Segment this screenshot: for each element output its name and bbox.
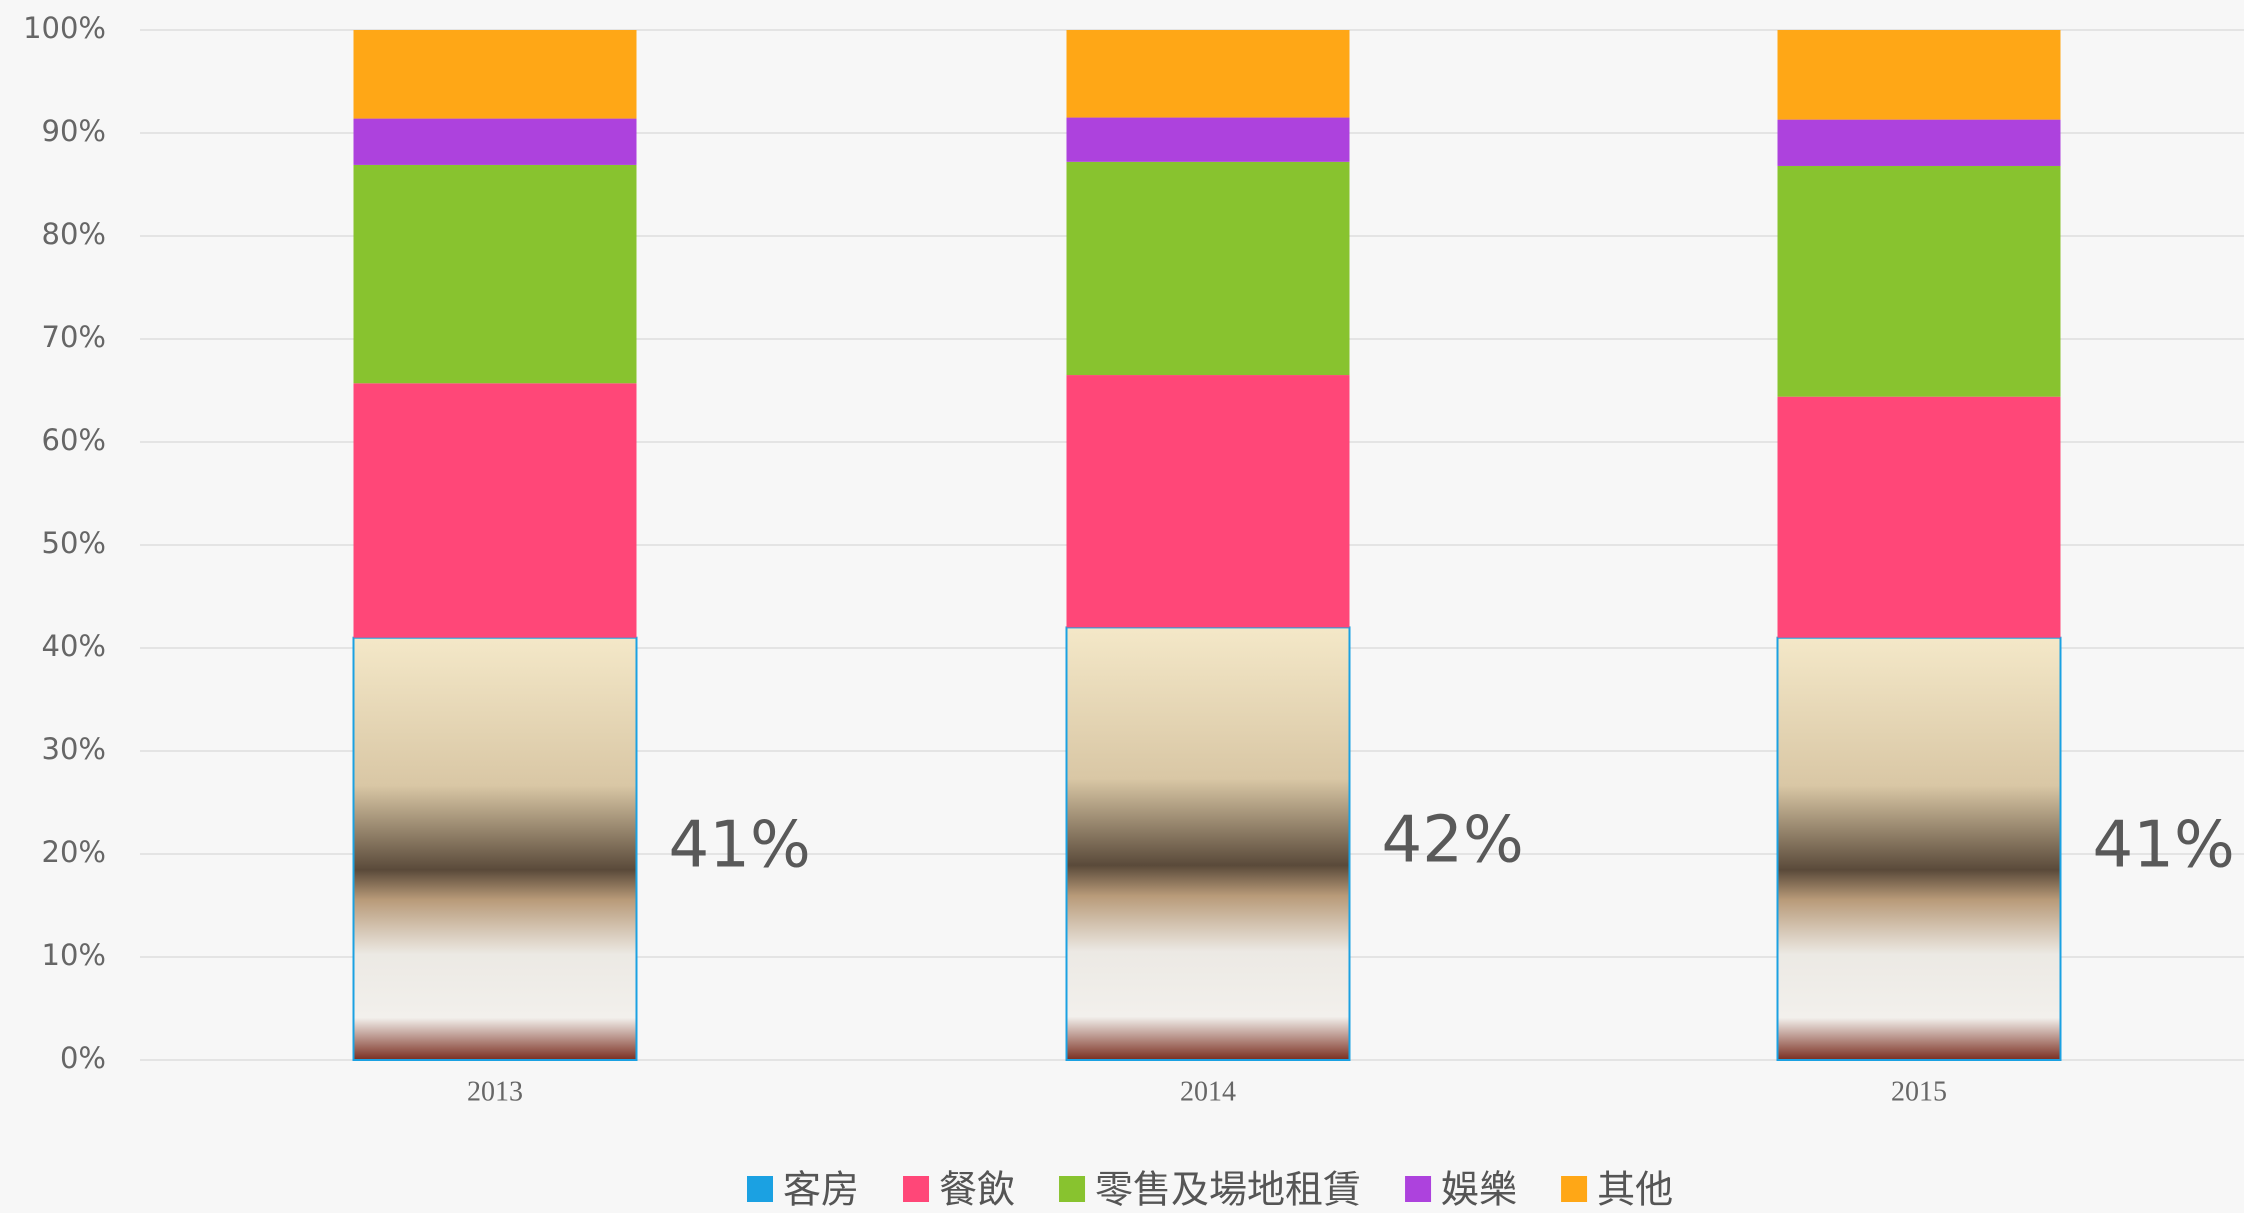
y-tick-label: 20% [42, 835, 106, 869]
y-tick-label: 100% [23, 11, 106, 45]
legend-swatch [1561, 1176, 1587, 1202]
bar-segment [1067, 118, 1350, 162]
x-tick-label: 2015 [1891, 1076, 1947, 1107]
legend-swatch [747, 1176, 773, 1202]
bar-segment [1067, 162, 1350, 375]
bar-segment [1067, 375, 1350, 627]
x-tick-label: 2014 [1180, 1076, 1236, 1107]
data-label: 41% [669, 808, 811, 882]
legend-label: 零售及場地租賃 [1095, 1168, 1361, 1212]
bar-segment [1778, 397, 2061, 638]
legend-label: 其他 [1597, 1168, 1673, 1212]
bar-segment [1778, 638, 2061, 1060]
legend-swatch [1405, 1176, 1431, 1202]
data-label: 41% [2093, 808, 2235, 882]
bar-segment [354, 383, 637, 637]
y-tick-label: 60% [42, 423, 106, 457]
bar-segment [354, 119, 637, 165]
y-tick-label: 40% [42, 629, 106, 663]
bar-segment [354, 165, 637, 383]
y-tick-label: 10% [42, 938, 106, 972]
bar-segment [1778, 166, 2061, 397]
data-label: 42% [1382, 803, 1524, 877]
legend-swatch [1059, 1176, 1085, 1202]
legend-label: 客房 [783, 1168, 859, 1212]
bar-segment [354, 638, 637, 1060]
legend-label: 餐飲 [939, 1168, 1015, 1212]
y-tick-label: 90% [42, 114, 106, 148]
chart: 0% 10% 20% 30% 40% 50% 60% 70% 80% 90% 100% 41% 2013… [0, 0, 2244, 1213]
x-tick-label: 2013 [467, 1076, 523, 1107]
legend-label: 娛樂 [1441, 1168, 1517, 1212]
y-tick-label: 30% [42, 732, 106, 766]
bar-segment [1778, 120, 2061, 166]
bar-segment [1067, 627, 1350, 1060]
legend-swatch [903, 1176, 929, 1202]
bar-segment [1067, 30, 1350, 118]
y-tick-label: 50% [42, 526, 106, 560]
y-tick-label: 80% [42, 217, 106, 251]
bar-segment [354, 30, 637, 119]
bar-segment [1778, 30, 2061, 120]
y-tick-label: 70% [42, 320, 106, 354]
y-tick-label: 0% [60, 1041, 106, 1075]
